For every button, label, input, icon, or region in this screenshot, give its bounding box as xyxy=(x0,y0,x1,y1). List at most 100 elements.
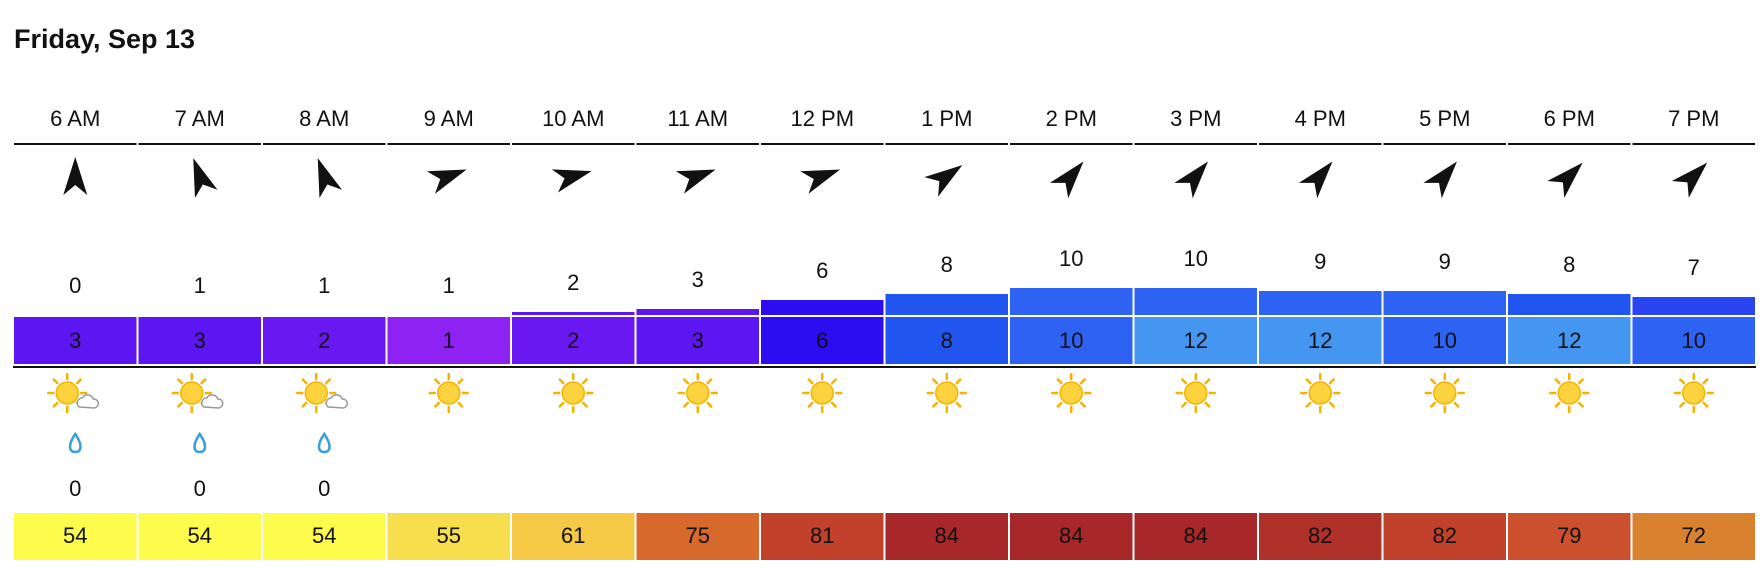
temperature-value: 84 xyxy=(1184,523,1208,548)
temperature-value: 79 xyxy=(1557,523,1581,548)
arrow-shape xyxy=(426,169,467,194)
gust-value: 6 xyxy=(816,328,828,353)
sun-ray xyxy=(1079,378,1086,385)
sun xyxy=(1308,381,1332,405)
sun-ray xyxy=(1679,378,1686,385)
arrow-shape xyxy=(551,169,592,193)
sun-ray xyxy=(1328,378,1335,385)
temperature-cell xyxy=(885,513,1008,560)
wind-arrow xyxy=(924,165,963,197)
wind-speed: 10 xyxy=(1184,246,1208,271)
wind-bar xyxy=(761,300,884,315)
hour-label: 10 AM xyxy=(542,106,604,131)
sun xyxy=(810,381,834,405)
temperature-cell xyxy=(1259,513,1382,560)
sun-ray xyxy=(1702,378,1709,385)
gust-value: 2 xyxy=(318,328,330,353)
arrow-shape xyxy=(1671,162,1708,198)
sun-ray xyxy=(1181,401,1188,408)
weather-icon xyxy=(1424,372,1465,414)
sun-ray xyxy=(683,401,690,408)
hour-label: 8 AM xyxy=(299,106,349,131)
temperature-cell xyxy=(263,513,386,560)
gust-value: 8 xyxy=(941,328,953,353)
sun xyxy=(304,381,328,405)
temperature-cell xyxy=(14,513,137,560)
gust-value: 12 xyxy=(1308,328,1332,353)
rain-drop xyxy=(317,431,331,454)
temperature-cell xyxy=(1383,513,1506,560)
wind-arrow xyxy=(426,169,467,194)
sun-ray xyxy=(1554,401,1561,408)
sun-ray xyxy=(932,378,939,385)
sun-ray xyxy=(955,401,962,408)
temperature-cell xyxy=(1010,513,1133,560)
sun-ray xyxy=(1430,378,1437,385)
wind-bar xyxy=(885,294,1008,315)
arrow-shape xyxy=(1049,161,1084,199)
sun-ray xyxy=(1577,401,1584,408)
temperature-value: 82 xyxy=(1433,523,1457,548)
hour-label: 1 PM xyxy=(921,106,972,131)
wind-arrow xyxy=(1298,161,1333,199)
sun-ray xyxy=(200,378,207,385)
sun-ray xyxy=(706,378,713,385)
weather-icon xyxy=(1051,372,1092,414)
temperature-cell xyxy=(387,513,510,560)
day-title: Friday, Sep 13 xyxy=(14,24,195,54)
sun-ray xyxy=(457,378,464,385)
sun-ray xyxy=(683,378,690,385)
gust-value: 3 xyxy=(692,328,704,353)
temperature-cell xyxy=(1134,513,1257,560)
weather-icon xyxy=(926,372,967,414)
temperature-value: 82 xyxy=(1308,523,1332,548)
sun-ray xyxy=(457,401,464,408)
sun xyxy=(1184,381,1208,405)
hour-label: 4 PM xyxy=(1295,106,1346,131)
sun-ray xyxy=(807,401,814,408)
wind-arrow xyxy=(1547,162,1583,198)
sun xyxy=(55,381,79,405)
gust-cell xyxy=(14,317,137,364)
wind-speed: 7 xyxy=(1688,255,1700,280)
arrow-shape xyxy=(317,158,343,198)
gust-cell xyxy=(885,317,1008,364)
sun-ray xyxy=(830,378,837,385)
wind-arrow xyxy=(317,158,343,198)
precip-value: 0 xyxy=(69,476,81,501)
weather-icon xyxy=(1549,372,1590,414)
weather-icon xyxy=(1673,372,1714,414)
sun xyxy=(935,381,959,405)
wind-arrow xyxy=(63,157,88,195)
wind-speed: 8 xyxy=(1563,252,1575,277)
sun-ray xyxy=(1577,378,1584,385)
gust-value: 12 xyxy=(1184,328,1208,353)
weather-icon xyxy=(553,372,594,414)
wind-bar xyxy=(512,312,635,315)
wind-bar xyxy=(1010,288,1133,315)
sun-ray xyxy=(324,378,331,385)
temperature-value: 75 xyxy=(686,523,710,548)
hour-label: 6 AM xyxy=(50,106,100,131)
arrow-shape xyxy=(193,158,218,198)
gust-value: 1 xyxy=(443,328,455,353)
temperature-cell xyxy=(1508,513,1631,560)
gust-cell xyxy=(1508,317,1631,364)
sun-ray xyxy=(1181,378,1188,385)
wind-speed: 1 xyxy=(194,273,206,298)
weather-icon xyxy=(677,372,718,414)
hour-label: 6 PM xyxy=(1544,106,1595,131)
temperature-value: 55 xyxy=(437,523,461,548)
temperature-cell xyxy=(512,513,635,560)
sun-ray xyxy=(830,401,837,408)
sun-ray xyxy=(301,378,308,385)
hour-label: 12 PM xyxy=(790,106,854,131)
arrow-shape xyxy=(675,169,716,194)
hour-label: 11 AM xyxy=(667,106,728,131)
gust-cell xyxy=(636,317,759,364)
wind-arrow xyxy=(193,158,218,198)
gust-cell xyxy=(1632,317,1755,364)
sun-ray xyxy=(1702,401,1709,408)
hour-label: 2 PM xyxy=(1046,106,1097,131)
